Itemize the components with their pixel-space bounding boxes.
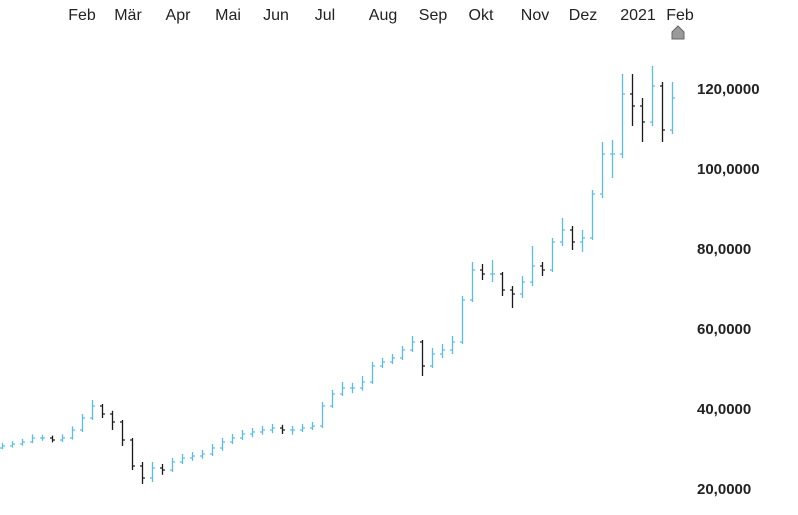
x-tick-label: Feb: [68, 7, 96, 24]
x-tick-label: Feb: [666, 7, 694, 24]
y-tick-label: 20,0000: [697, 481, 751, 498]
x-tick-label: Jun: [263, 7, 289, 24]
x-tick-label: Sep: [419, 7, 448, 24]
x-tick-label: 2021: [620, 7, 656, 24]
y-tick-label: 80,0000: [697, 241, 751, 258]
y-tick-label: 100,0000: [697, 161, 760, 178]
x-tick-label: Nov: [521, 7, 549, 24]
x-tick-label: Dez: [569, 7, 597, 24]
y-tick-label: 120,0000: [697, 81, 760, 98]
y-tick-label: 40,0000: [697, 401, 751, 418]
current-marker: [671, 25, 685, 40]
x-tick-label: Mär: [114, 7, 142, 24]
x-tick-label: Okt: [469, 7, 494, 24]
x-tick-label: Jul: [315, 7, 335, 24]
x-tick-label: Aug: [369, 7, 397, 24]
x-tick-label: Mai: [215, 7, 241, 24]
y-tick-label: 60,0000: [697, 321, 751, 338]
x-tick-label: Apr: [166, 7, 192, 24]
